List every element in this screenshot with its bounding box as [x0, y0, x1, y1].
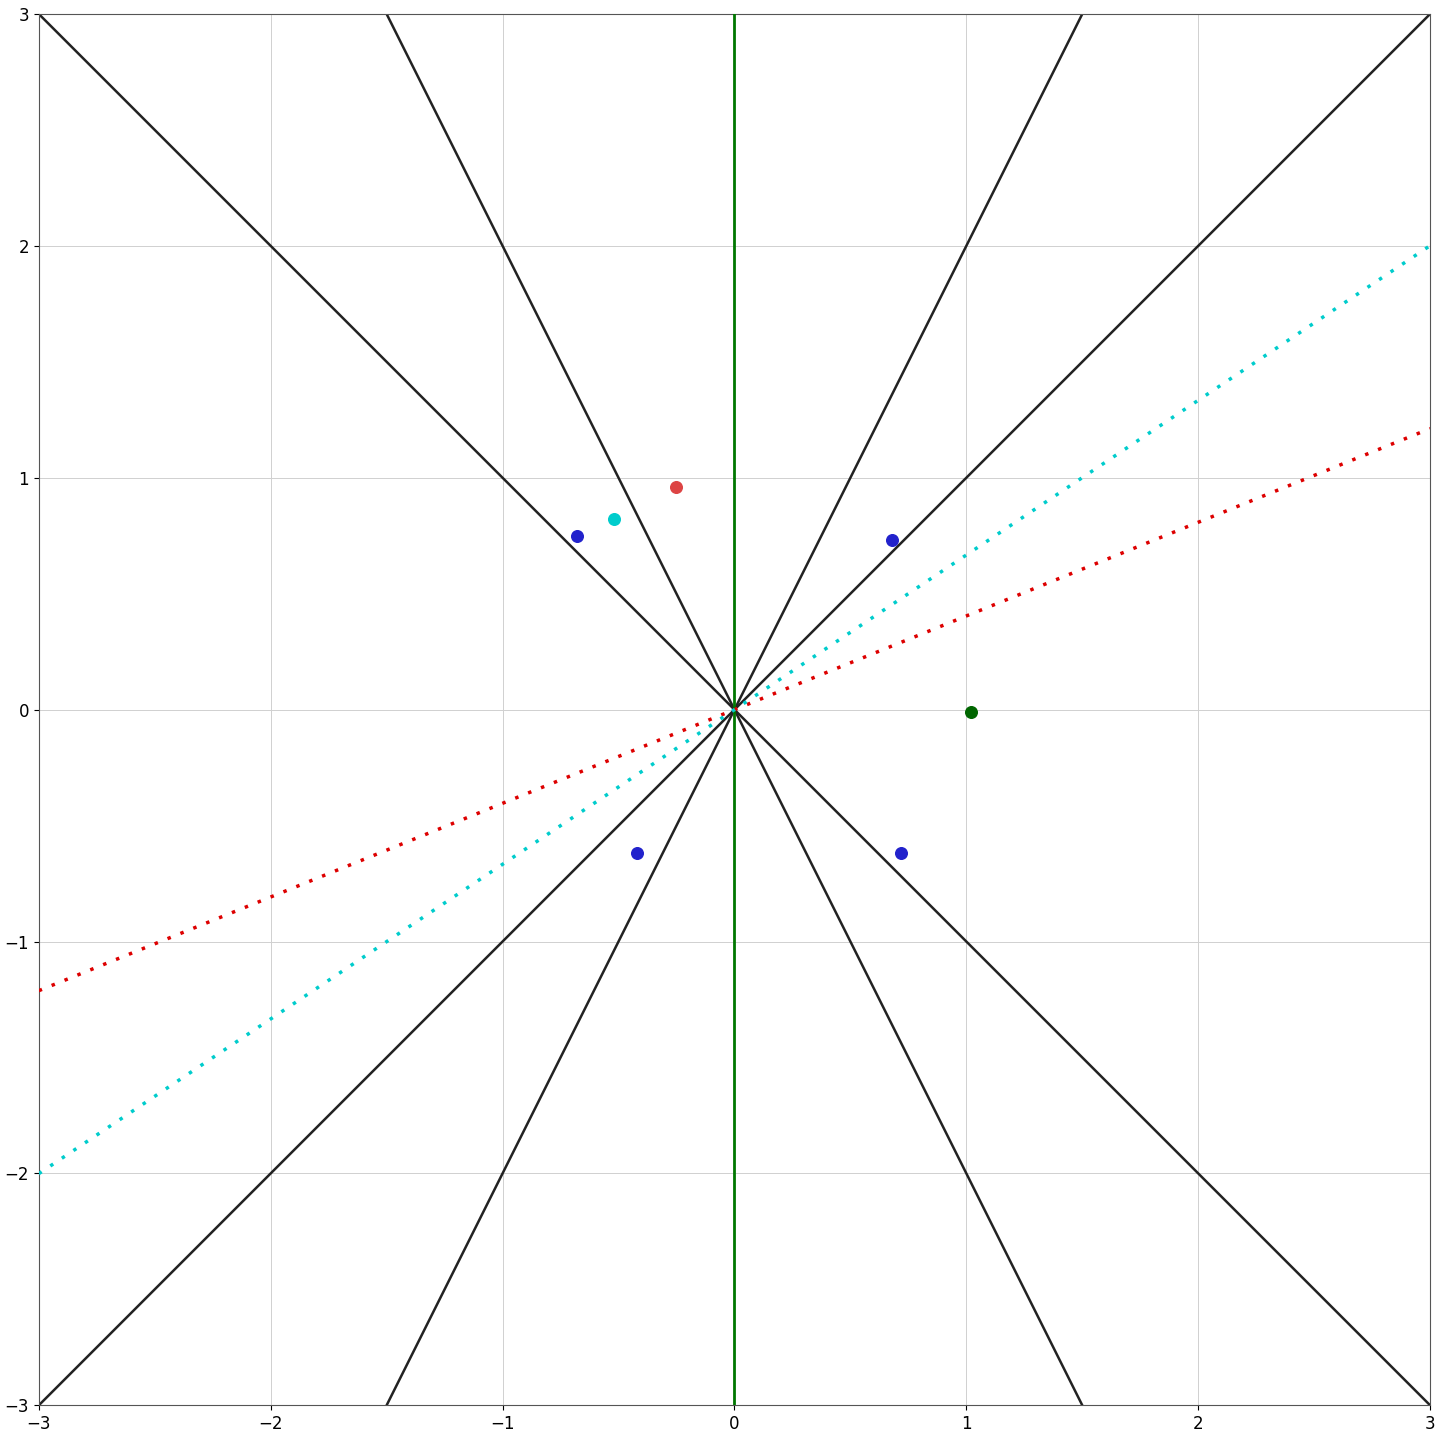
Point	[566, 524, 589, 547]
Point	[959, 700, 982, 723]
Point	[881, 528, 904, 552]
Point	[890, 842, 913, 865]
Point	[602, 508, 625, 531]
Point	[625, 842, 648, 865]
Point	[665, 475, 688, 498]
